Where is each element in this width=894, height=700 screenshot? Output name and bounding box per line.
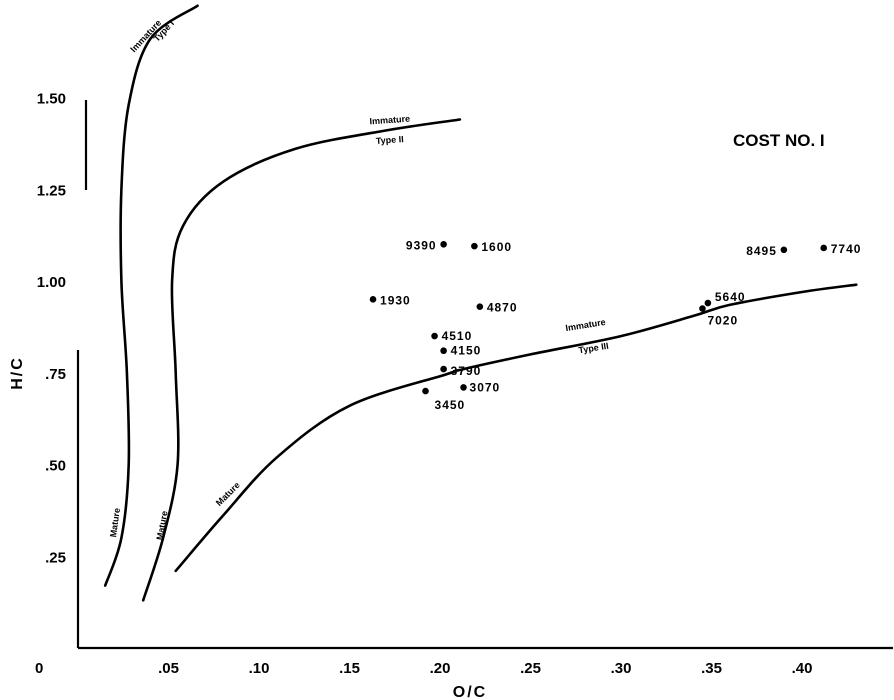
axes — [76, 100, 893, 650]
chart-title: COST NO. I — [733, 131, 825, 150]
point-label: 5640 — [715, 290, 746, 304]
y-axis-label: H/C — [9, 356, 26, 390]
data-point — [820, 244, 828, 252]
point-label: 3450 — [435, 398, 466, 412]
x-tick-label: .35 — [701, 660, 722, 677]
point-label: 3070 — [470, 380, 501, 394]
curve-label: Mature — [108, 507, 122, 538]
point-label: 4870 — [487, 301, 518, 315]
x-axis-label: O/C — [453, 684, 487, 700]
data-point — [440, 365, 447, 373]
sample-points: 9390 1600 8495 7740 1930 4870 5640 7020 45104150… — [369, 238, 862, 412]
curve-label: Type II — [376, 134, 404, 146]
point-label: 4150 — [451, 344, 482, 358]
maturation-curves — [103, 4, 858, 602]
y-tick-label: .25 — [45, 549, 66, 566]
point-label: 9390 — [406, 238, 437, 252]
x-tick-label: .25 — [520, 660, 541, 677]
curve-type-i — [103, 4, 199, 587]
data-point — [780, 246, 788, 254]
data-point — [431, 332, 438, 340]
x-tick-label: .20 — [430, 660, 451, 677]
x-tick-label: .10 — [249, 660, 270, 677]
x-tick-label: .30 — [611, 660, 632, 677]
origin-label: 0 — [35, 660, 43, 677]
x-tick-label: .40 — [792, 660, 813, 677]
y-tick-label: .75 — [45, 366, 66, 383]
point-label: 8495 — [746, 244, 777, 258]
y-tick-label: .50 — [45, 458, 66, 475]
point-label: 7740 — [831, 242, 862, 256]
point-label: 4510 — [442, 329, 473, 343]
curve-label: Immature — [565, 317, 607, 333]
point-label: 1600 — [481, 240, 512, 254]
y-tick-label: 1.25 — [37, 182, 66, 199]
curve-label: Immature — [369, 114, 410, 127]
data-point — [704, 299, 712, 307]
y-tick-label: 1.50 — [37, 91, 66, 108]
data-point — [460, 384, 467, 391]
data-point — [476, 303, 484, 310]
data-point — [369, 296, 377, 303]
y-tick-label: 1.00 — [37, 274, 66, 291]
data-point — [422, 387, 429, 395]
y-tick-labels: .25 .50 .75 1.00 1.25 1.50 — [37, 91, 66, 567]
x-tick-label: .05 — [158, 660, 179, 677]
x-tick-labels: .05 .10 .15 .20 .25 .30 .35 .40 — [158, 660, 812, 677]
data-point — [440, 347, 447, 355]
curve-type-ii — [141, 118, 462, 602]
data-point — [699, 305, 706, 312]
curve-label: Mature — [214, 480, 242, 508]
data-point — [471, 242, 478, 250]
data-point — [440, 241, 447, 248]
curve-label: Type III — [578, 341, 610, 356]
curve-type-iii — [174, 283, 858, 573]
point-label: 7020 — [707, 314, 738, 328]
x-tick-label: .15 — [339, 660, 360, 677]
point-label: 1930 — [380, 293, 411, 307]
point-label: 3790 — [451, 364, 482, 378]
